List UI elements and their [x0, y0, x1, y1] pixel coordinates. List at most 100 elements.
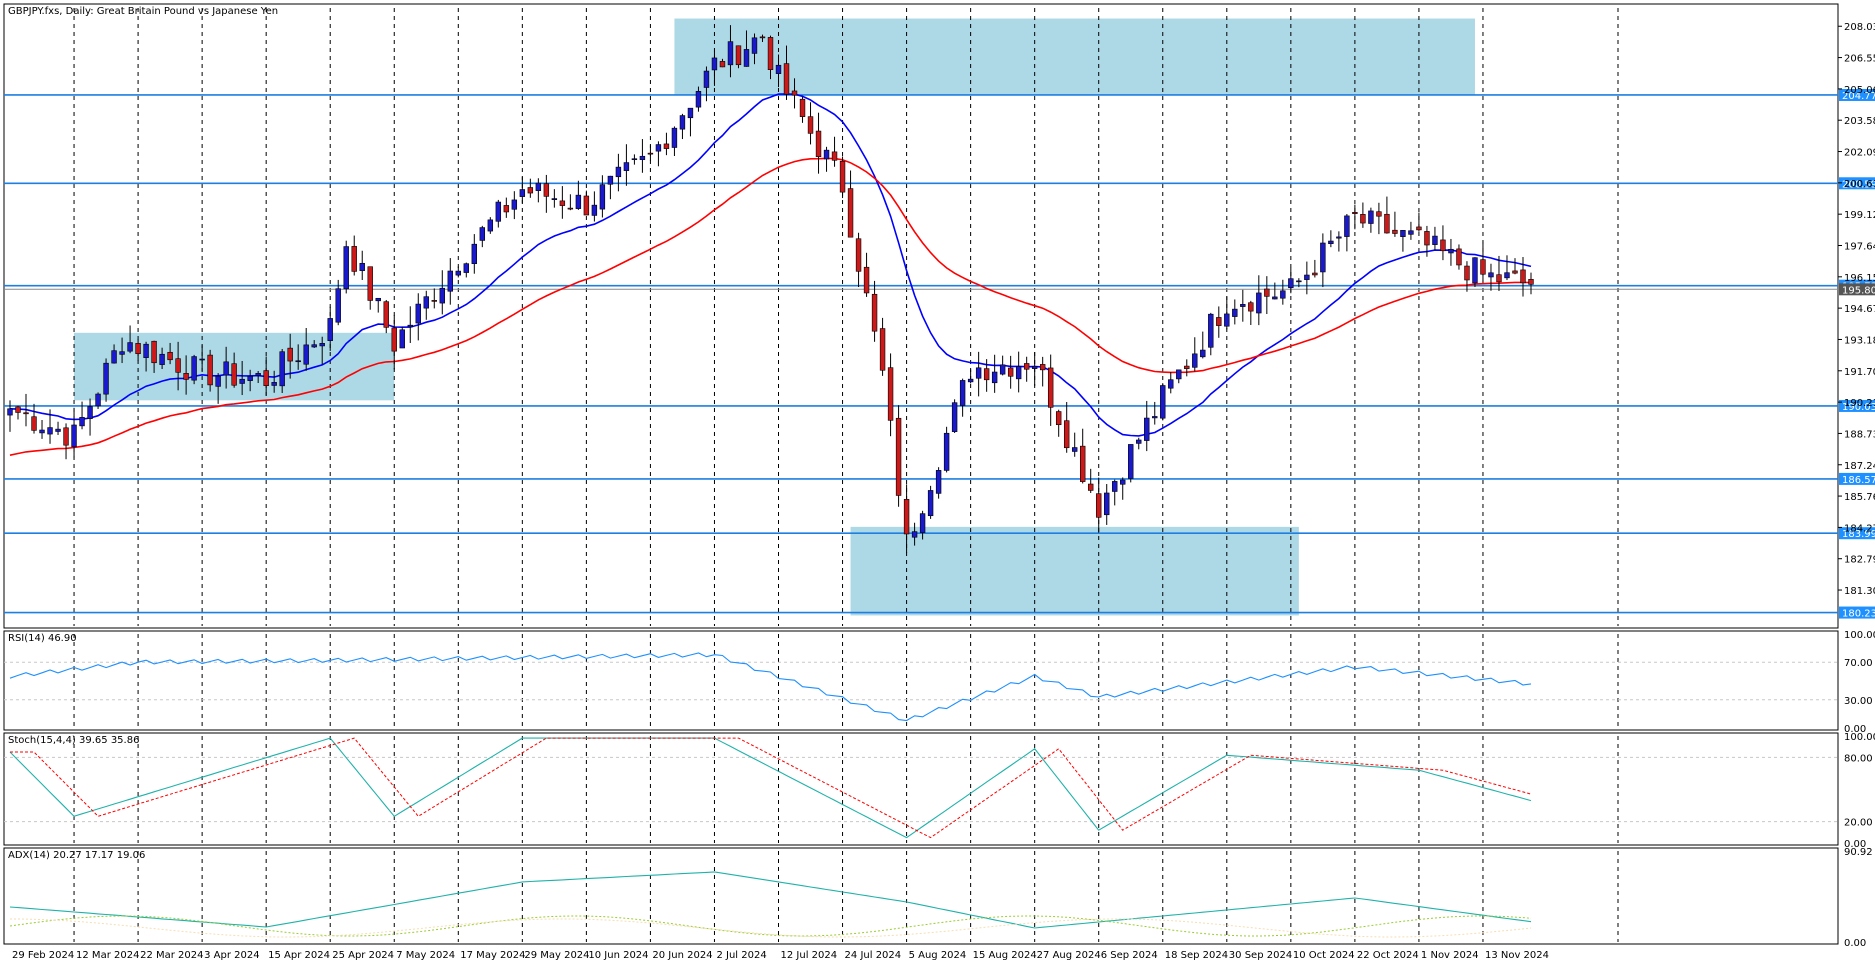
- zone-rect-2: [850, 526, 1299, 616]
- x-tick-label-15: 15 Aug 2024: [973, 950, 1037, 961]
- candle-128: [1031, 351, 1038, 386]
- price-axis-label-7: 197.640: [1844, 241, 1875, 252]
- candle-body-60: [487, 219, 494, 232]
- candle-51: [415, 293, 421, 341]
- candle-body-14: [119, 351, 125, 355]
- candle-body-185: [1488, 272, 1494, 278]
- candle-135: [1088, 468, 1094, 493]
- candle-103: [831, 136, 838, 167]
- candle-body-83: [671, 127, 678, 148]
- candle-body-151: [1216, 317, 1222, 326]
- candle-105: [847, 170, 854, 238]
- candle-body-146: [1176, 369, 1182, 380]
- candle-body-101: [815, 130, 822, 157]
- candle-body-173: [1392, 229, 1398, 234]
- candle-150: [1208, 312, 1214, 356]
- candle-body-162: [1304, 274, 1310, 280]
- candle-body-74: [599, 184, 606, 210]
- candle-19: [159, 347, 165, 370]
- candle-83: [671, 126, 678, 156]
- chart-title: GBPJPY.fxs, Daily: Great Britain Pound v…: [8, 6, 278, 17]
- candle-body-13: [111, 350, 117, 364]
- candle-1: [15, 405, 21, 420]
- candle-120: [967, 369, 974, 384]
- price-axis-label-3: 203.580: [1844, 116, 1875, 127]
- candle-body-165: [1328, 240, 1334, 244]
- candle-45: [367, 266, 373, 310]
- candle-body-56: [455, 270, 461, 276]
- candle-137: [1104, 484, 1110, 525]
- candle-body-0: [7, 408, 13, 416]
- candle-63: [511, 191, 518, 220]
- candle-64: [519, 176, 526, 204]
- candle-61: [495, 199, 502, 228]
- candle-62: [503, 197, 510, 218]
- candle-5: [47, 409, 53, 444]
- candle-body-167: [1344, 215, 1350, 237]
- candle-174: [1400, 230, 1406, 252]
- x-tick-label-6: 7 May 2024: [396, 950, 455, 961]
- candle-40: [327, 306, 333, 351]
- zone-rect-1: [674, 18, 1475, 95]
- rsi-label: RSI(14) 46.90: [8, 633, 77, 644]
- candle-95: [767, 35, 774, 80]
- candle-69: [559, 186, 566, 219]
- candle-143: [1152, 401, 1158, 425]
- candle-body-103: [831, 151, 838, 161]
- candle-body-147: [1184, 365, 1190, 369]
- candle-55: [447, 258, 453, 305]
- candle-body-12: [103, 362, 109, 395]
- candle-35: [287, 333, 293, 379]
- candle-body-100: [807, 116, 814, 134]
- candle-body-33: [271, 382, 277, 386]
- candle-body-3: [31, 416, 37, 431]
- candle-67: [543, 174, 550, 213]
- candle-body-135: [1088, 483, 1094, 491]
- candle-181: [1456, 244, 1462, 270]
- candle-119: [959, 378, 966, 417]
- candle-180: [1448, 238, 1454, 266]
- candle-159: [1280, 279, 1286, 305]
- candle-body-19: [159, 353, 165, 365]
- price-axis-label-2: 205.065: [1844, 85, 1875, 96]
- candle-body-81: [655, 144, 662, 152]
- candle-body-54: [439, 287, 445, 304]
- candle-77: [623, 144, 630, 186]
- candle-body-46: [375, 297, 381, 302]
- candle-78: [631, 154, 638, 165]
- x-tick-label-2: 22 Mar 2024: [140, 950, 203, 961]
- candle-body-18: [151, 340, 157, 364]
- candle-189: [1520, 257, 1526, 297]
- candle-50: [407, 306, 413, 344]
- x-tick-label-14: 5 Aug 2024: [909, 950, 967, 961]
- candle-body-138: [1112, 481, 1118, 492]
- candle-129: [1039, 356, 1046, 387]
- candle-148: [1192, 337, 1198, 372]
- x-tick-label-10: 20 Jun 2024: [652, 950, 712, 961]
- candle-73: [591, 191, 598, 222]
- candle-body-172: [1384, 213, 1390, 234]
- candle-body-8: [71, 424, 77, 448]
- adx-line: [9, 871, 1532, 929]
- candle-body-4: [39, 429, 45, 434]
- x-tick-label-4: 15 Apr 2024: [268, 950, 330, 961]
- price-axis-label-4: 202.095: [1844, 148, 1875, 159]
- candle-body-68: [551, 198, 558, 200]
- candle-184: [1480, 241, 1486, 283]
- x-tick-label-13: 24 Jul 2024: [845, 950, 902, 961]
- candle-165: [1328, 230, 1334, 248]
- candle-body-140: [1128, 444, 1134, 479]
- stoch-axis-label-1: 80.00: [1844, 753, 1873, 764]
- x-tick-label-16: 27 Aug 2024: [1037, 950, 1101, 961]
- candle-body-190: [1528, 279, 1534, 285]
- candle-body-41: [335, 288, 341, 323]
- adx-axis-label-0: 90.92: [1844, 847, 1873, 858]
- sr-price-label-0: 204.776: [1842, 91, 1875, 102]
- candle-173: [1392, 211, 1398, 237]
- candle-124: [999, 355, 1006, 376]
- candle-body-16: [135, 343, 141, 355]
- candle-body-24: [199, 358, 205, 361]
- price-axis-label-0: 208.035: [1844, 22, 1875, 33]
- rsi-axis-label-3: 0.00: [1844, 724, 1866, 735]
